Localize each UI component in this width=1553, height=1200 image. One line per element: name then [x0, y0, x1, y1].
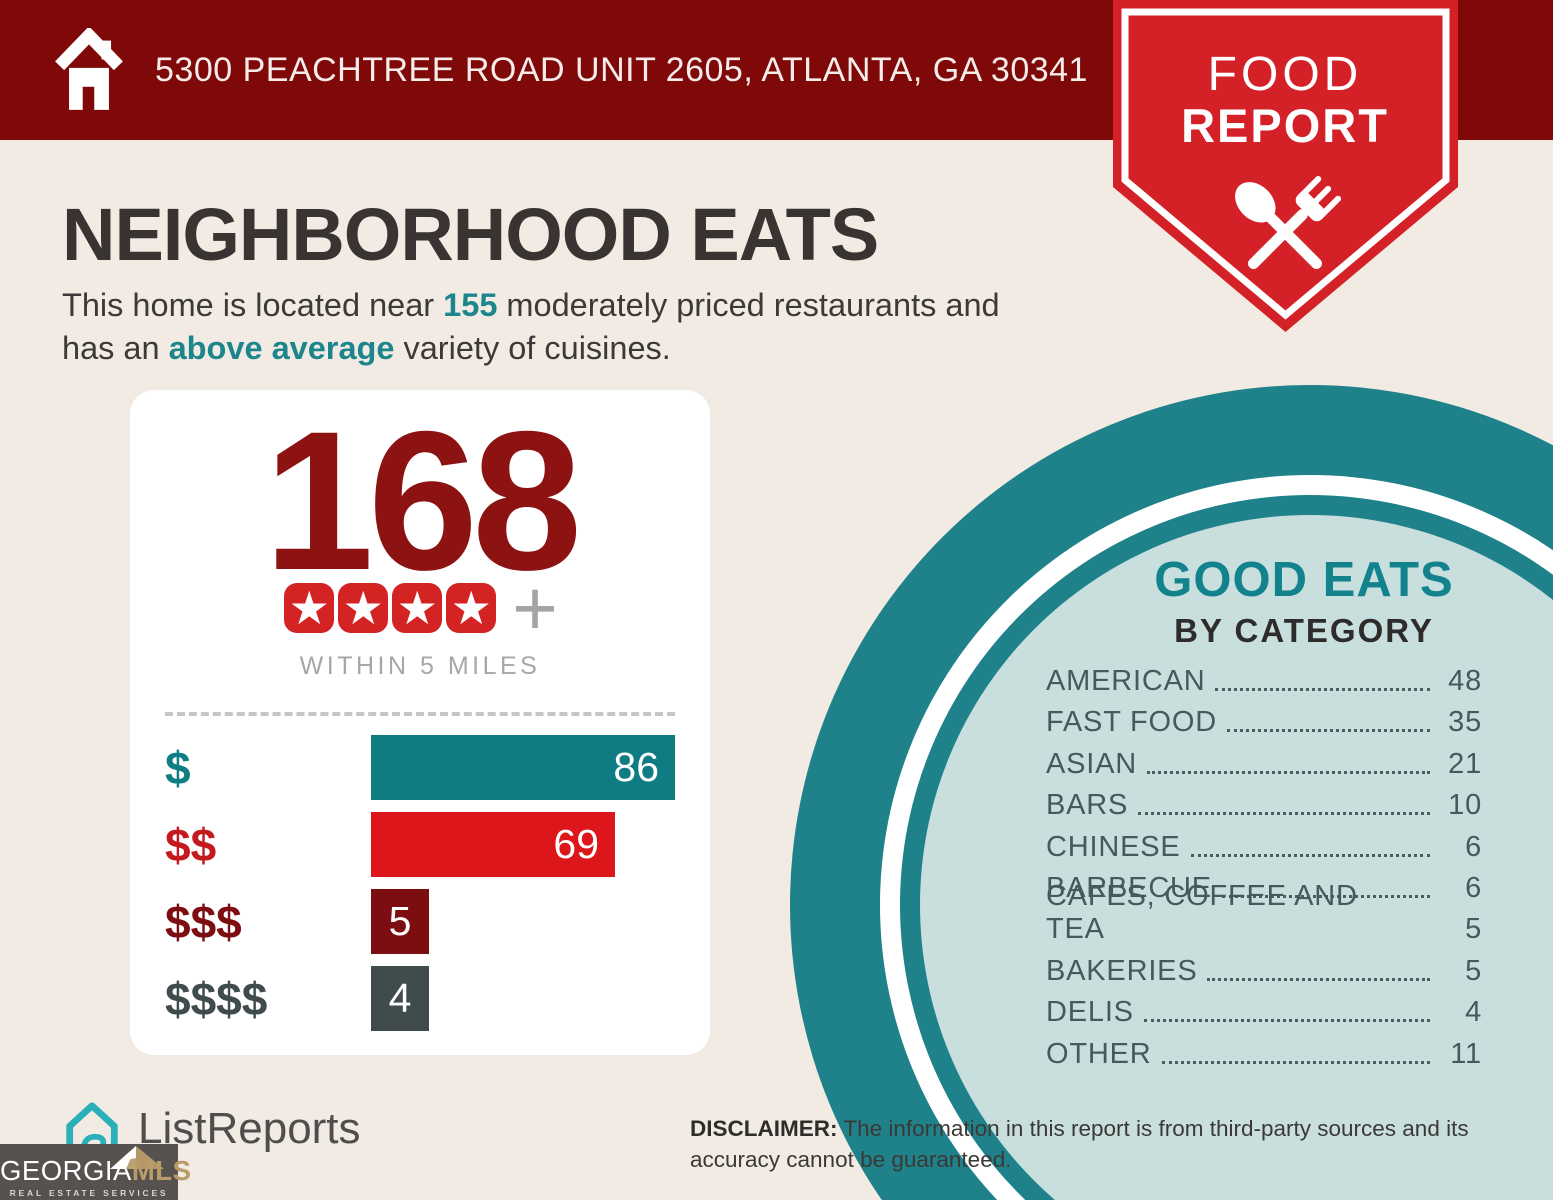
- category-row: FAST FOOD 35: [1046, 705, 1482, 739]
- category-row: BAKERIES 5: [1046, 954, 1482, 988]
- star-icon: ★: [450, 583, 492, 633]
- category-row: BARS 10: [1046, 788, 1482, 822]
- price-bars: $86 $$ 69 $$$ 5 $$$$ 4: [165, 735, 681, 1043]
- category-list: AMERICAN 48 FAST FOOD 35 ASIAN 21 BARS 10 CHINES…: [1046, 664, 1482, 1078]
- category-value: 6: [1465, 830, 1482, 863]
- good-eats-heading: GOOD EATS BY CATEGORY: [1004, 552, 1553, 650]
- category-label: FAST FOOD: [1046, 706, 1218, 739]
- price-tier-label: $$$: [165, 895, 242, 948]
- category-value: 4: [1465, 996, 1482, 1029]
- category-row: OTHER 11: [1046, 1037, 1482, 1071]
- price-bar-value: 86: [613, 744, 659, 790]
- category-leader-dots: [1207, 977, 1430, 981]
- star-badge: ★: [446, 583, 497, 633]
- plus-icon: +: [512, 564, 558, 652]
- category-leader-dots: [1161, 1060, 1430, 1064]
- georgia-text: GEORGIA: [0, 1155, 132, 1186]
- price-bar-row: $$$$ 4: [165, 966, 681, 1031]
- category-leader-dots: [1138, 812, 1430, 816]
- category-label: BARBECUE: [1046, 871, 1212, 904]
- price-bar-value: 69: [553, 821, 599, 867]
- category-leader-dots: [1227, 729, 1430, 733]
- ribbon-line2: REPORT: [1181, 99, 1389, 152]
- food-report-ribbon: FOOD REPORT: [1113, 0, 1458, 332]
- star-icon: ★: [342, 583, 384, 633]
- price-tier-label: $$: [165, 818, 217, 871]
- category-label: DELIS: [1046, 996, 1134, 1029]
- spoon-fork-icon: [1235, 175, 1342, 269]
- radius-label: WITHIN 5 MILES: [299, 652, 541, 680]
- category-row: CHINESE 6: [1046, 830, 1482, 864]
- price-bar-row: $$$ 5: [165, 889, 681, 954]
- disclaimer-line1: The information in this report is from t…: [837, 1116, 1469, 1141]
- category-label: CHINESE: [1046, 830, 1181, 863]
- intro-post: variety of cuisines.: [394, 329, 671, 366]
- star-badge: ★: [392, 583, 443, 633]
- ribbon-line1: FOOD: [1208, 48, 1363, 101]
- price-bar: 69: [371, 812, 615, 877]
- restaurant-count: 155: [443, 287, 498, 323]
- category-label: OTHER: [1046, 1037, 1152, 1070]
- category-leader-dots: [1215, 688, 1430, 691]
- price-bar: 86: [371, 735, 675, 800]
- category-row: DELIS 4: [1046, 995, 1482, 1029]
- restaurant-count-card: 168 ★ ★ ★ ★ + WITHIN 5 MILES $86 $$ 69 $$$ 5 $$$$…: [130, 390, 710, 1055]
- category-leader-dots: [1221, 894, 1430, 898]
- star-badge: ★: [284, 583, 335, 633]
- total-count: 168: [263, 390, 582, 611]
- property-address: 5300 PEACHTREE ROAD UNIT 2605, ATLANTA, …: [155, 50, 1088, 89]
- disclaimer: DISCLAIMER: The information in this repo…: [690, 1113, 1469, 1175]
- category-value: 48: [1448, 665, 1482, 697]
- intro-mid: moderately priced restaurants and: [497, 287, 1000, 323]
- category-leader-dots: [1143, 1019, 1430, 1023]
- category-value: 5: [1465, 913, 1482, 946]
- star-badge: ★: [338, 583, 389, 633]
- price-bar: 4: [371, 966, 429, 1031]
- price-bar-row: $$ 69: [165, 812, 681, 877]
- category-value: 11: [1450, 1037, 1482, 1070]
- georgia-mls-logo: GEORGIAMLS REAL ESTATE SERVICES: [0, 1144, 191, 1200]
- georgia-mls-wordmark: GEORGIAMLS: [0, 1155, 191, 1186]
- category-value: 21: [1448, 747, 1482, 780]
- star-icon: ★: [288, 583, 330, 633]
- category-row: ASIAN 21: [1046, 747, 1482, 781]
- price-tier-label: $: [165, 741, 191, 794]
- georgia-mls-tagline: REAL ESTATE SERVICES: [9, 1187, 169, 1198]
- good-eats-title: GOOD EATS: [1154, 553, 1454, 607]
- category-leader-dots: [1147, 770, 1430, 774]
- category-leader-dots: [1190, 853, 1430, 857]
- price-bar: 5: [371, 889, 429, 954]
- page-title: NEIGHBORHOOD EATS: [62, 193, 879, 276]
- category-label: AMERICAN: [1046, 665, 1206, 697]
- price-tier-label: $$$$: [165, 972, 268, 1025]
- disclaimer-label: DISCLAIMER:: [690, 1116, 838, 1141]
- star-icon: ★: [396, 583, 438, 633]
- mountain-icon: [110, 1146, 164, 1169]
- star-rating: ★ ★ ★ ★ +: [130, 564, 710, 652]
- intro-line2-pre: has an: [62, 329, 169, 366]
- category-row: AMERICAN 48: [1046, 664, 1482, 698]
- dashed-divider: [165, 712, 675, 716]
- disclaimer-line2: accuracy cannot be guaranteed.: [690, 1147, 1012, 1173]
- category-label: ASIAN: [1046, 747, 1138, 780]
- category-row: CAFES, COFFEE AND TEA 5: [1046, 880, 1482, 946]
- category-value: 6: [1465, 871, 1482, 904]
- category-label: CAFES, COFFEE AND TEA: [1046, 880, 1358, 946]
- price-bar-value: 4: [388, 975, 412, 1021]
- category-row: BARBECUE 6: [1046, 871, 1482, 905]
- category-value: 5: [1465, 954, 1482, 987]
- category-label: BAKERIES: [1046, 954, 1198, 987]
- price-bar-value: 5: [388, 898, 412, 944]
- variety-highlight: above average: [168, 329, 395, 366]
- intro-text: This home is located near 155 moderately…: [62, 284, 1000, 370]
- intro-pre: This home is located near: [62, 287, 444, 323]
- price-bar-row: $86: [165, 735, 681, 800]
- good-eats-subtitle: BY CATEGORY: [1174, 612, 1434, 649]
- home-icon: [55, 28, 123, 110]
- category-value: 10: [1448, 789, 1482, 822]
- category-label: BARS: [1046, 789, 1129, 822]
- category-value: 35: [1448, 706, 1482, 739]
